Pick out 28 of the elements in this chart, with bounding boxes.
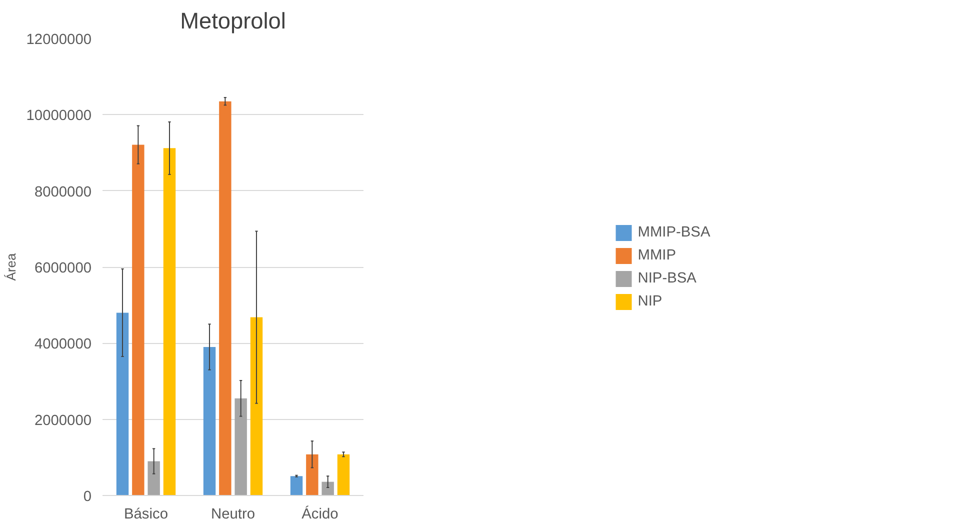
bar (306, 454, 318, 496)
bar (203, 346, 216, 496)
x-tick-label: Básico (124, 506, 168, 522)
legend-label: NIP-BSA (638, 270, 696, 286)
bar (322, 482, 334, 496)
bar (132, 144, 144, 496)
y-tick-label: 4000000 (34, 336, 92, 353)
bar (234, 398, 247, 496)
bar (116, 312, 129, 496)
bar (219, 101, 232, 496)
bar (250, 317, 263, 496)
y-tick-label: 2000000 (34, 412, 92, 429)
bar (148, 461, 160, 496)
y-tick-label: 6000000 (34, 260, 92, 276)
x-tick-label: Ácido (302, 506, 338, 522)
bar (337, 454, 350, 496)
legend-label: MMIP-BSA (638, 224, 710, 240)
y-tick-label: 0 (83, 489, 92, 505)
y-tick-label: 8000000 (34, 184, 92, 200)
y-tick-label: 10000000 (26, 108, 92, 124)
y-axis-title: Área (3, 252, 18, 281)
x-tick-label: Neutro (211, 506, 256, 522)
legend-label: MMIP (638, 247, 676, 263)
bar (163, 148, 176, 496)
bar (290, 476, 303, 496)
legend-label: NIP (638, 293, 662, 309)
y-tick-label: 12000000 (26, 32, 92, 48)
chart-title: Metoprolol (180, 8, 286, 34)
